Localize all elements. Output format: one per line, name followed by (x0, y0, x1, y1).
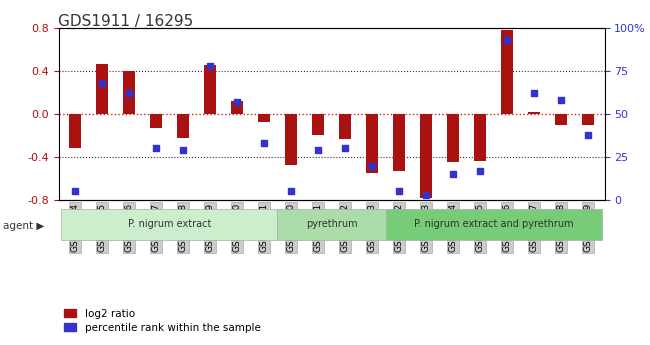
Point (205, 63, 215, 68)
Point (448, 171, 458, 177)
Bar (123, 71, 135, 114)
Bar (339, 114, 351, 139)
Bar (582, 114, 594, 125)
Text: agent ▶: agent ▶ (3, 221, 45, 231)
Bar (312, 114, 324, 136)
Point (556, 97, 566, 103)
Point (70, 189, 80, 194)
Bar (474, 114, 486, 161)
Point (259, 140, 269, 146)
Bar (447, 114, 459, 162)
Point (475, 168, 486, 174)
Point (340, 146, 350, 151)
Bar (69, 114, 81, 148)
Bar (204, 65, 216, 114)
Point (313, 147, 323, 153)
Point (367, 163, 377, 168)
Point (151, 146, 161, 151)
Text: P. nigrum extract: P. nigrum extract (127, 219, 211, 229)
Bar (528, 112, 540, 114)
Point (583, 132, 593, 137)
Text: GDS1911 / 16295: GDS1911 / 16295 (58, 14, 194, 29)
Bar (258, 114, 270, 122)
Point (97, 80, 107, 86)
Bar (501, 30, 514, 114)
Bar (96, 64, 108, 114)
Point (231, 99, 242, 105)
Point (394, 189, 404, 194)
Bar (285, 114, 297, 165)
Point (286, 189, 296, 194)
FancyBboxPatch shape (278, 209, 385, 240)
Bar (366, 114, 378, 173)
Point (502, 37, 512, 42)
Point (124, 90, 134, 96)
Text: pyrethrum: pyrethrum (306, 219, 358, 229)
Point (529, 90, 539, 96)
Bar (420, 114, 432, 198)
Legend: log2 ratio, percentile rank within the sample: log2 ratio, percentile rank within the s… (64, 309, 261, 333)
Text: P. nigrum extract and pyrethrum: P. nigrum extract and pyrethrum (414, 219, 573, 229)
Point (421, 192, 432, 198)
Bar (150, 114, 162, 128)
FancyBboxPatch shape (61, 209, 278, 240)
FancyBboxPatch shape (385, 209, 602, 240)
Bar (393, 114, 405, 171)
Bar (177, 114, 189, 138)
Bar (231, 101, 243, 114)
Point (177, 147, 188, 153)
Bar (555, 114, 567, 125)
